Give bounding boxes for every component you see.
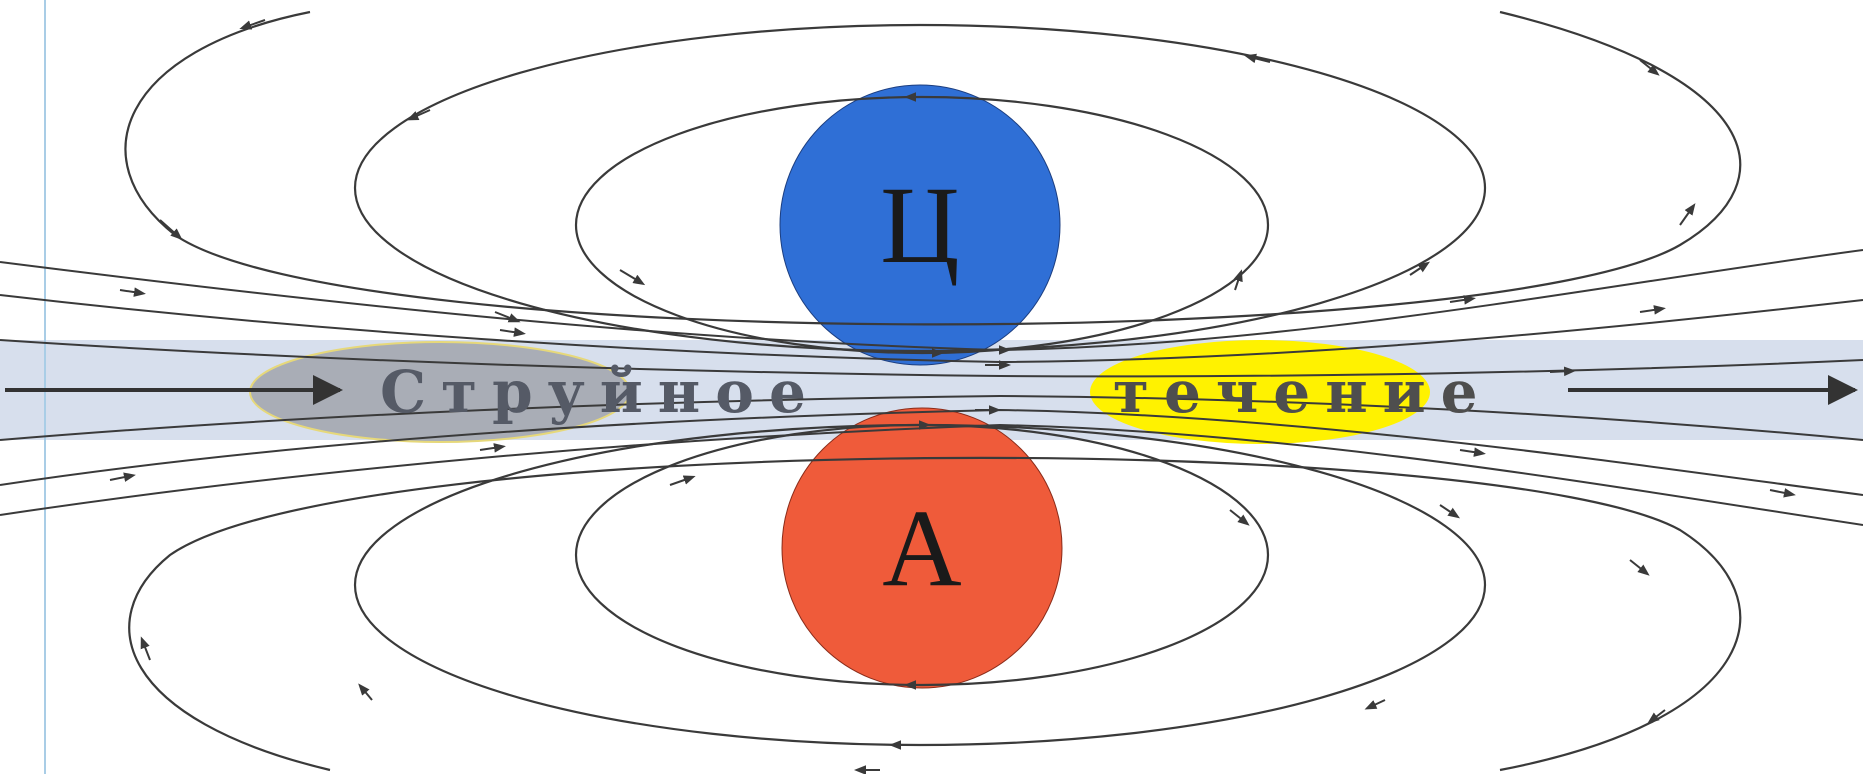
flow-arrow-5 <box>1640 309 1660 312</box>
flow-arrow-11 <box>1460 450 1480 453</box>
flow-arrow-4 <box>1450 299 1470 302</box>
flow-arrow-7 <box>1550 371 1570 372</box>
flow-arrow-10 <box>110 476 130 480</box>
lower-inner-arrow-left <box>670 478 690 485</box>
stream-word-right: течение <box>1113 358 1493 426</box>
lower-mid-arrow-left <box>362 688 372 700</box>
lower-outer-arrow-tr <box>1630 560 1645 572</box>
lower-mid-arrow-tr <box>1440 505 1455 515</box>
upper-outer-arrow-right <box>1680 208 1692 225</box>
flow-arrow-1 <box>120 290 140 293</box>
lower-mid-arrow-right <box>1370 700 1385 707</box>
lower-inner-arrow-right <box>1230 510 1245 522</box>
cyclone-label: Ц <box>880 164 959 286</box>
flow-arrow-9 <box>480 447 500 450</box>
anticyclone-label: А <box>882 487 961 609</box>
stream-word-left: Струйное <box>380 358 821 426</box>
flow-arrow-12 <box>1770 490 1790 494</box>
upper-inner-arrow-left <box>620 270 640 282</box>
lower-outer-arrow-left <box>143 642 150 660</box>
flow-arrow-2 <box>500 330 520 333</box>
upper-outer-arrow-left <box>160 220 178 236</box>
